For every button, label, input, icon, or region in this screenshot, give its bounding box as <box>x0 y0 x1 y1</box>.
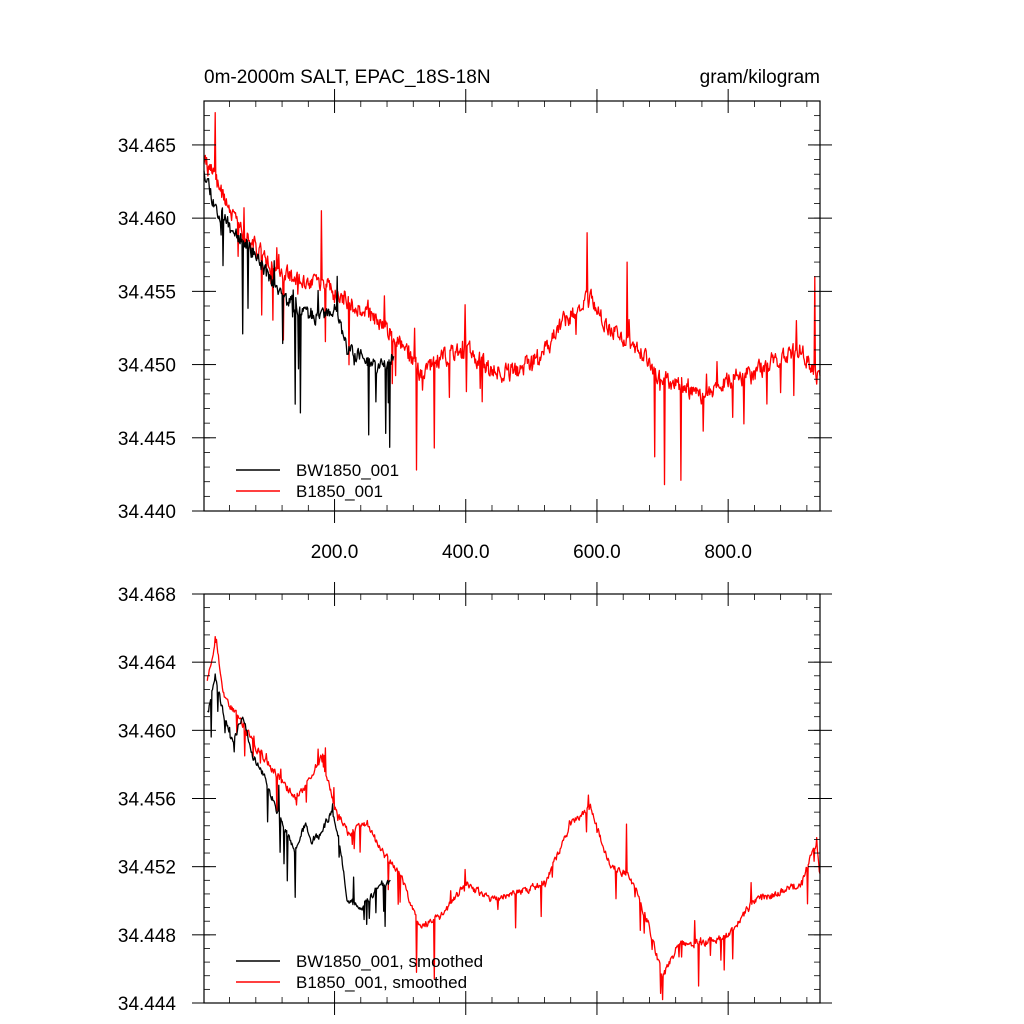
top-legend-label-bw1850: BW1850_001 <box>296 461 399 480</box>
top-y-tick-label: 34.465 <box>118 136 176 157</box>
bottom-y-tick-label: 34.464 <box>118 653 177 674</box>
bottom-legend-label-b1850: B1850_001, smoothed <box>296 973 467 992</box>
bottom-legend-label-bw1850: BW1850_001, smoothed <box>296 952 483 971</box>
top-x-tick-label: 800.0 <box>704 542 752 563</box>
top-x-tick-label: 400.0 <box>442 542 490 563</box>
bottom-y-tick-label: 34.456 <box>118 790 176 811</box>
top-y-tick-label: 34.445 <box>118 429 176 450</box>
top-plot-frame <box>203 100 821 512</box>
top-y-tick-label: 34.460 <box>118 209 176 230</box>
top-legend: BW1850_001 B1850_001 <box>236 461 399 501</box>
bottom-y-tick-label: 34.460 <box>118 721 176 742</box>
top-panel: 0m-2000m SALT, EPAC_18S-18N gram/kilogra… <box>118 67 832 563</box>
top-title-left: 0m-2000m SALT, EPAC_18S-18N <box>204 67 491 88</box>
top-y-tick-label: 34.455 <box>118 282 176 303</box>
top-y-tick-label: 34.450 <box>118 356 176 377</box>
bottom-plot-series <box>206 635 821 1001</box>
top-title-right: gram/kilogram <box>700 67 820 88</box>
bottom-plot-frame <box>203 593 821 1004</box>
bottom-legend: BW1850_001, smoothed B1850_001, smoothed <box>236 952 483 992</box>
bottom-y-tick-label: 34.452 <box>118 858 176 879</box>
top-plot-series <box>203 112 821 486</box>
top-plot-axes: 34.440 34.445 34.450 34.455 34.460 34.465 200.… <box>118 89 832 563</box>
top-legend-label-b1850: B1850_001 <box>296 482 383 501</box>
bottom-y-tick-label: 34.468 <box>118 585 176 606</box>
bottom-series-line-b1850 <box>206 635 821 1001</box>
top-series-line-b1850 <box>203 112 821 486</box>
bottom-y-tick-label: 34.448 <box>118 926 176 947</box>
top-y-tick-label: 34.440 <box>118 502 176 523</box>
bottom-y-tick-label: 34.444 <box>118 994 177 1015</box>
top-x-tick-label: 600.0 <box>573 542 621 563</box>
top-x-tick-label: 200.0 <box>311 542 359 563</box>
bottom-panel: 34.444 34.448 34.452 34.456 34.460 34.464 34.4… <box>118 582 832 1015</box>
top-series-line-bw1850 <box>203 170 395 448</box>
bottom-series-line-bw1850 <box>207 673 391 928</box>
